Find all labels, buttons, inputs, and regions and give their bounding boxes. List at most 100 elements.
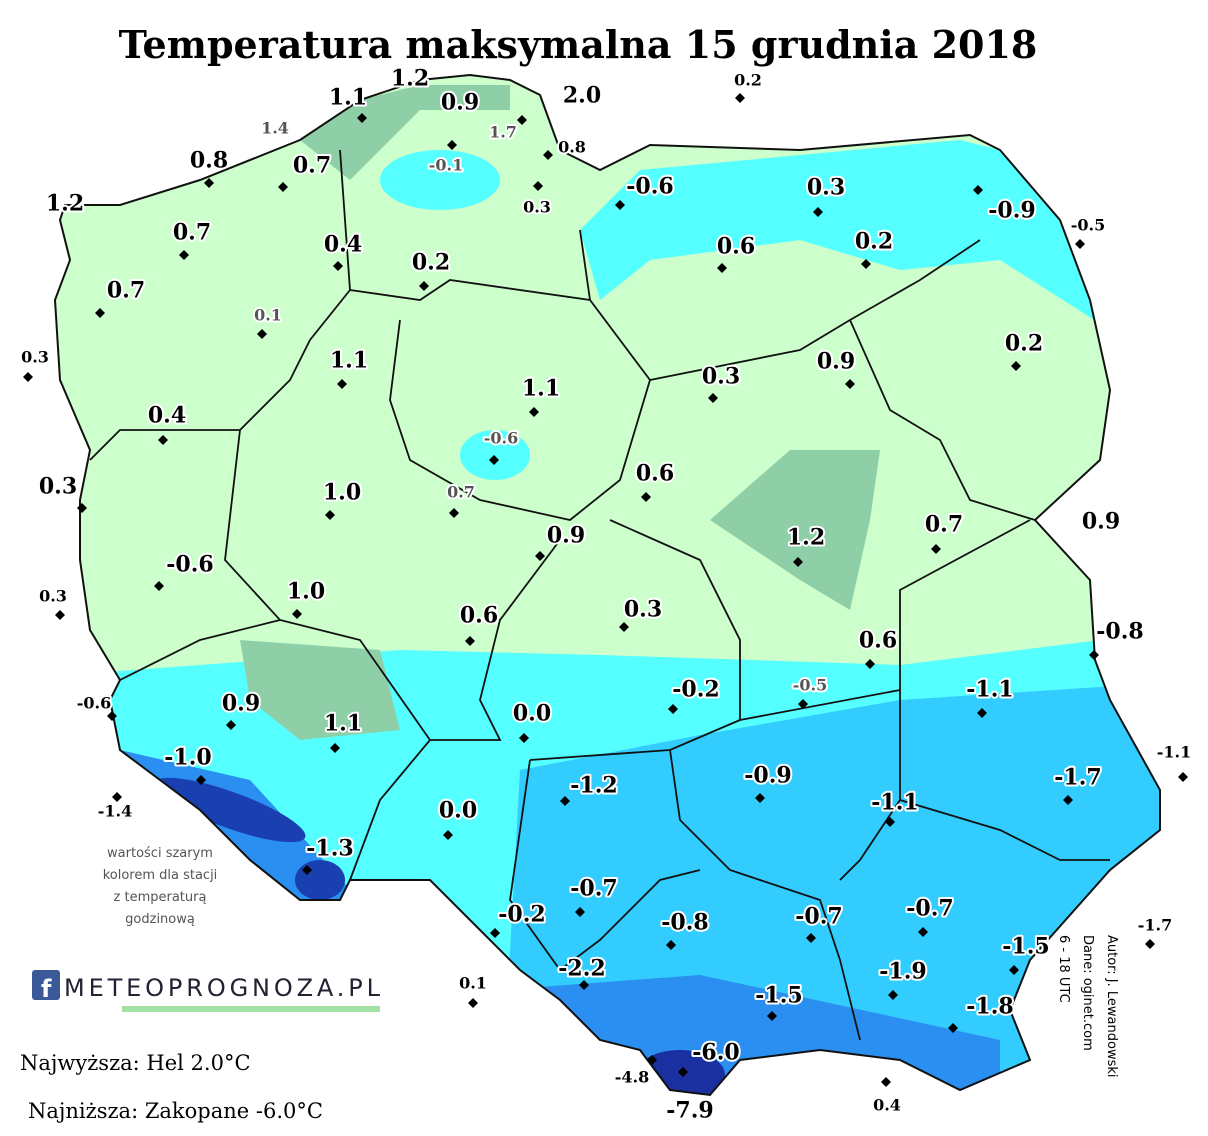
highest: Najwyższa: Hel 2.0°C [20, 1051, 251, 1075]
station-label: 2.0 [563, 83, 601, 109]
credit-line: 6 - 18 UTC [1056, 935, 1071, 1003]
station-marker [717, 263, 727, 273]
station-label: -1.1 [1157, 743, 1191, 762]
station-marker [443, 830, 453, 840]
station-marker [278, 182, 288, 192]
station-marker [918, 927, 928, 937]
note-line: wartości szarym [107, 846, 213, 861]
station-marker [449, 508, 459, 518]
station-label: 0.2 [734, 71, 762, 90]
station-marker [813, 207, 823, 217]
station-marker [519, 733, 529, 743]
station-marker [1075, 239, 1085, 249]
station-label: -1.7 [1138, 916, 1172, 935]
station-label: 0.9 [1082, 509, 1120, 535]
station-marker [95, 308, 105, 318]
station-marker [196, 775, 206, 785]
station-label: 0.9 [817, 349, 855, 375]
station-marker [302, 865, 312, 875]
station-label: 0.7 [107, 278, 145, 304]
station-label: -0.5 [793, 676, 827, 695]
station-label: 0.7 [925, 512, 963, 538]
station-marker [579, 980, 589, 990]
station-label: -1.5 [1002, 934, 1049, 960]
station-label: 0.3 [807, 175, 845, 201]
note-line: godzinową [125, 912, 195, 927]
station-label: -1.4 [98, 802, 132, 821]
station-marker [798, 699, 808, 709]
station-label: 1.0 [287, 579, 325, 605]
station-marker [325, 510, 335, 520]
station-marker [641, 492, 651, 502]
lowest: Najniższa: Zakopane -6.0°C [28, 1099, 323, 1123]
station-label: -6.0 [692, 1040, 739, 1066]
station-marker [865, 659, 875, 669]
station-marker [257, 329, 267, 339]
station-label: -0.7 [570, 876, 617, 902]
station-label: -0.5 [1071, 216, 1105, 235]
station-label: -0.9 [744, 763, 791, 789]
station-label: 1.1 [329, 85, 367, 111]
station-label: 1.2 [787, 525, 825, 551]
station-marker [755, 793, 765, 803]
station-label: -0.6 [626, 174, 673, 200]
station-marker [55, 610, 65, 620]
station-label: -2.2 [558, 956, 605, 982]
station-marker [465, 636, 475, 646]
note: wartości szarym kolorem dla stacji z tempe… [103, 846, 218, 927]
station-marker [1145, 939, 1155, 949]
station-marker [666, 940, 676, 950]
station-marker [948, 1023, 958, 1033]
station-label: 0.1 [459, 974, 487, 993]
station-label: 0.9 [222, 691, 260, 717]
station-marker [154, 581, 164, 591]
station-marker [708, 393, 718, 403]
station-label: 0.2 [412, 250, 450, 276]
station-label: 1.1 [324, 711, 362, 737]
station-label: 1.4 [261, 118, 289, 137]
station-label: -0.9 [988, 198, 1035, 224]
station-label: -1.8 [966, 994, 1013, 1020]
station-label: -0.7 [906, 896, 953, 922]
station-marker [1011, 361, 1021, 371]
station-label: 0.4 [873, 1096, 901, 1115]
station-marker [468, 998, 478, 1008]
credits: Autor: J. Lewandowski Dane: oginet.com 6 -… [1056, 935, 1119, 1078]
stations: 1.1 1.2 0.9 2.0 0.2 1.4 1.7 0.8 -0.1 0.3 0.8 0.7 1.2… [19, 64, 1193, 1126]
station-marker [226, 720, 236, 730]
station-marker [179, 250, 189, 260]
station-label: 1.2 [391, 66, 429, 92]
station-label: -1.7 [1054, 765, 1101, 791]
station-label: 0.7 [447, 483, 475, 502]
station-marker [881, 1077, 891, 1087]
logo-bar [122, 1006, 380, 1012]
station-label: -0.2 [672, 677, 719, 703]
station-label: 1.2 [46, 191, 84, 217]
station-label: 0.4 [324, 232, 362, 258]
station-marker [1009, 965, 1019, 975]
station-marker [447, 140, 457, 150]
facebook-icon [32, 970, 60, 1000]
station-marker [107, 711, 117, 721]
region-borders [89, 149, 1110, 1041]
station-marker [735, 93, 745, 103]
station-marker [330, 743, 340, 753]
station-label: 0.3 [624, 597, 662, 623]
facebook-f: f [41, 975, 52, 1003]
station-label: 0.6 [859, 628, 897, 654]
station-marker [337, 379, 347, 389]
station-marker [1178, 772, 1188, 782]
station-marker [543, 150, 553, 160]
station-marker [619, 622, 629, 632]
station-marker [1063, 795, 1073, 805]
station-label: -1.2 [570, 773, 617, 799]
station-marker [357, 113, 367, 123]
station-marker [973, 185, 983, 195]
station-marker [204, 178, 214, 188]
station-marker [885, 817, 895, 827]
station-marker [977, 708, 987, 718]
station-label: -7.9 [666, 1098, 713, 1124]
station-marker [678, 1067, 688, 1077]
station-marker [419, 281, 429, 291]
